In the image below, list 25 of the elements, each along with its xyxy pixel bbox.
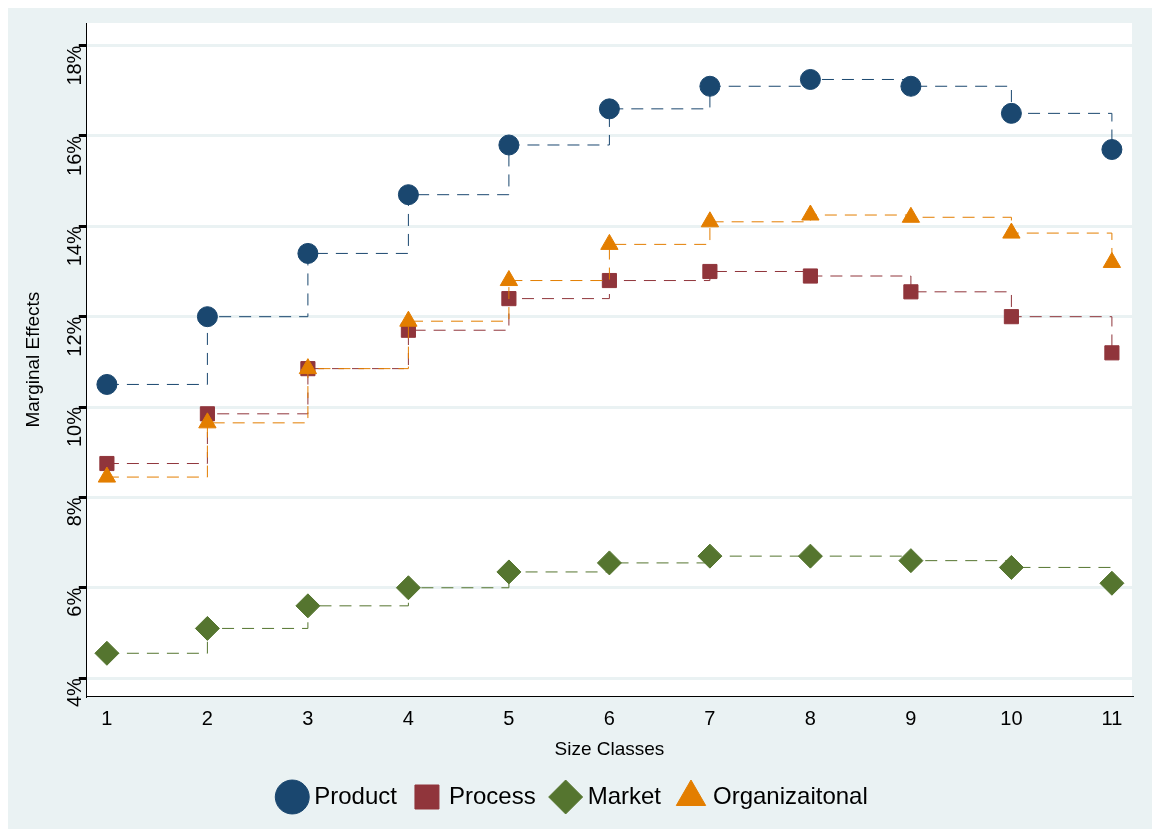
x-tick-label: 1 [101,706,113,729]
legend-label: Process [448,781,536,809]
legend-label: Organizaitonal [713,781,868,809]
x-tick-label: 6 [603,706,615,729]
legend-label: Product [314,781,398,809]
y-tick-label: 8% [63,497,86,527]
legend-label: Market [587,781,662,809]
x-tick-label: 4 [402,706,414,729]
y-tick-label: 18% [63,45,86,86]
x-tick-label: 2 [201,706,213,729]
x-axis-title: Size Classes [554,737,665,759]
x-tick-label: 3 [302,706,314,729]
x-tick-label: 8 [804,706,816,729]
y-tick-label: 6% [63,587,86,617]
x-tick-label: 10 [1000,706,1023,729]
y-tick-label: 4% [63,677,86,708]
y-tick-label: 10% [63,406,86,448]
y-tick-label: 16% [63,135,86,176]
y-tick-label: 12% [63,316,86,357]
y-tick-label: 14% [63,226,86,267]
x-tick-label: 7 [704,706,716,729]
x-tick-label: 5 [503,706,515,729]
x-tick-label: 9 [905,706,917,729]
y-axis-title: Marginal Effects [21,291,43,428]
x-tick-label: 11 [1101,706,1123,729]
